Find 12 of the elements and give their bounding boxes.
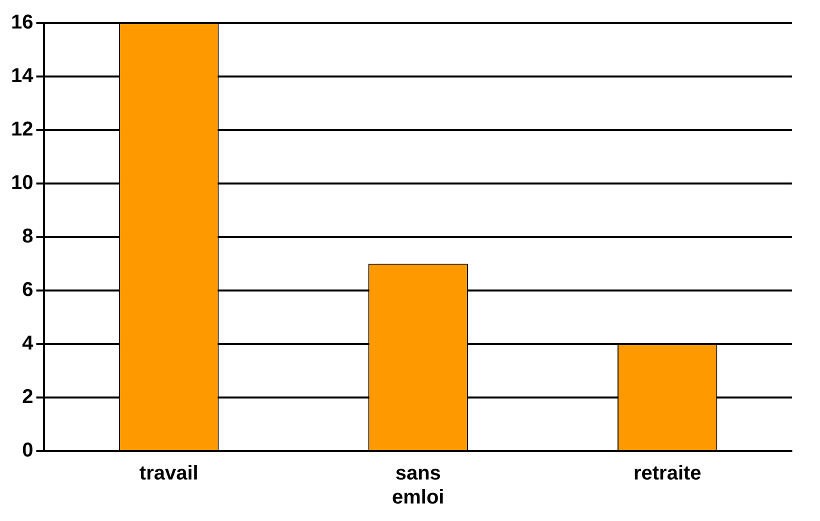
y-tick-label: 2 xyxy=(22,386,34,408)
y-tick-label: 14 xyxy=(10,65,34,88)
y-tick-label: 12 xyxy=(10,118,34,141)
y-tick-label: 8 xyxy=(22,226,34,248)
y-tick-label: 0 xyxy=(22,440,34,462)
y-tick-label: 6 xyxy=(22,279,34,302)
x-tick-label: sans emloi xyxy=(392,462,444,509)
y-tick-label: 16 xyxy=(10,12,34,34)
x-tick-label: retraite xyxy=(633,462,702,485)
y-tick-label: 4 xyxy=(22,332,34,355)
y-tick-label: 10 xyxy=(10,172,34,194)
x-tick-label: travail xyxy=(139,462,198,485)
